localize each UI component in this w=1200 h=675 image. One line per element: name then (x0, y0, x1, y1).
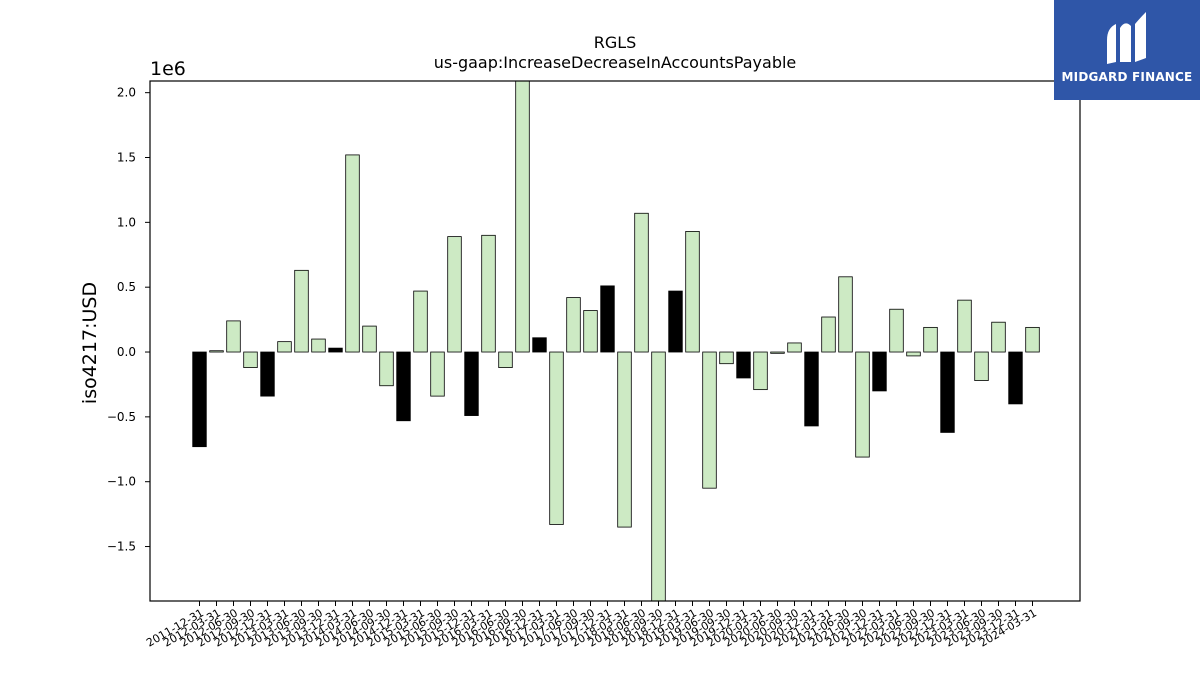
bar (906, 351, 921, 357)
y-tick-label: 1.0 (117, 215, 136, 229)
bar (940, 351, 955, 433)
bar (396, 351, 411, 422)
bar (532, 337, 547, 353)
bar (549, 351, 564, 525)
bar (515, 80, 530, 353)
y-tick-label: 0.0 (117, 345, 136, 359)
y-tick-label: −1.5 (107, 540, 136, 554)
brand-name: MIDGARD FINANCE (1061, 70, 1193, 84)
bar (634, 212, 649, 353)
bar (1008, 351, 1023, 405)
bar (719, 351, 734, 365)
bar (668, 290, 683, 353)
bar (192, 351, 207, 448)
brand-logo: MIDGARD FINANCE (1054, 0, 1200, 100)
bar (260, 351, 275, 397)
bar (855, 351, 870, 458)
bar (736, 351, 751, 379)
bar (498, 351, 513, 368)
bar (617, 351, 632, 528)
y-scale-label: 1e6 (150, 58, 186, 80)
bar (311, 338, 326, 353)
plot-frame (149, 80, 1081, 602)
bar (328, 347, 343, 353)
bar (294, 269, 309, 353)
bar (770, 351, 785, 354)
bar (804, 351, 819, 427)
midgard-m-icon (1107, 12, 1146, 64)
bar (362, 325, 377, 353)
bar (600, 285, 615, 353)
bar (566, 297, 581, 353)
bar (430, 351, 445, 397)
bar (753, 351, 768, 391)
bar (702, 351, 717, 489)
y-tick-label: 2.0 (117, 86, 136, 100)
bar (974, 351, 989, 381)
y-axis-label: iso4217:USD (79, 282, 101, 404)
y-tick-label: 1.5 (117, 151, 136, 165)
chart-subtitle: us-gaap:IncreaseDecreaseInAccountsPayabl… (434, 53, 797, 72)
bar (481, 234, 496, 353)
chart-title: RGLS (594, 33, 637, 52)
bar (464, 351, 479, 416)
bar (651, 351, 666, 602)
bar (1025, 326, 1040, 353)
bar (277, 341, 292, 353)
bar (379, 351, 394, 387)
bar (821, 316, 836, 353)
y-tick-label: 0.5 (117, 280, 136, 294)
y-tick-label: −1.0 (107, 475, 136, 489)
bar (413, 290, 428, 353)
bar (838, 276, 853, 353)
bar (889, 308, 904, 353)
bar (872, 351, 887, 392)
bar (991, 321, 1006, 353)
bar (209, 350, 224, 353)
bar (345, 154, 360, 353)
bar (447, 236, 462, 353)
bar (957, 299, 972, 353)
bar (226, 320, 241, 353)
bar (243, 351, 258, 368)
bar (583, 310, 598, 353)
bar (685, 231, 700, 353)
y-tick-label: −0.5 (107, 410, 136, 424)
bar (787, 342, 802, 353)
bar (923, 326, 938, 353)
